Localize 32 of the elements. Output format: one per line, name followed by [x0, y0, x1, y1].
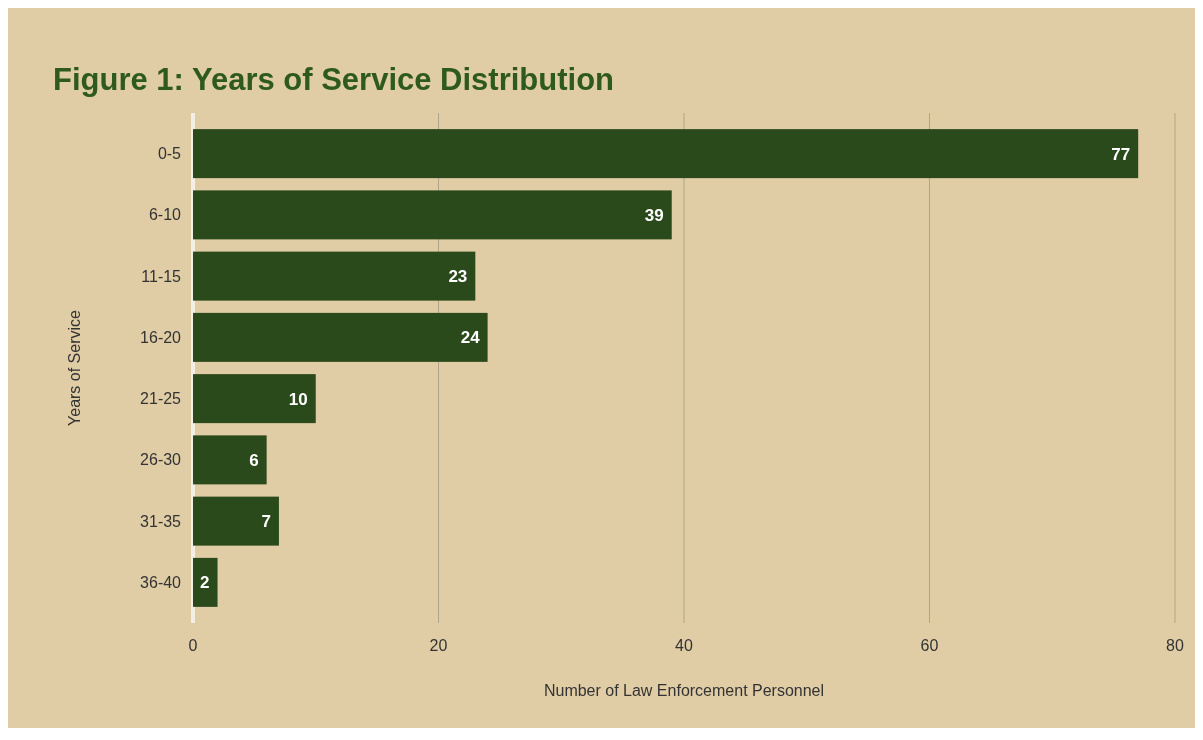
- data-label: 10: [288, 389, 308, 409]
- bar: [193, 312, 488, 362]
- x-tick-label: 80: [1166, 637, 1184, 654]
- data-label: 2: [200, 573, 210, 593]
- bar: [193, 129, 1139, 179]
- bar: [193, 251, 476, 301]
- data-label: 6: [249, 450, 259, 470]
- data-label: 77: [1111, 144, 1131, 164]
- bar: [193, 557, 218, 607]
- bar: [193, 435, 267, 485]
- data-label: 23: [448, 267, 468, 287]
- data-label: 24: [460, 328, 481, 348]
- bar: [193, 190, 672, 240]
- x-tick-label: 0: [188, 637, 198, 654]
- y-tick-label: 31-35: [140, 512, 182, 530]
- data-label: 7: [261, 512, 271, 532]
- y-tick-label: 11-15: [141, 267, 182, 285]
- y-tick-label: 6-10: [148, 206, 182, 224]
- y-tick-label: 21-25: [140, 390, 182, 408]
- bar: [193, 374, 316, 424]
- y-tick-label: 0-5: [157, 145, 182, 163]
- y-tick-label: 26-30: [140, 451, 182, 469]
- bar: [193, 496, 279, 546]
- y-tick-label: 16-20: [140, 328, 182, 346]
- y-axis-title: Years of Service: [66, 309, 83, 426]
- x-tick-label: 40: [675, 637, 693, 654]
- chart-title: Figure 1: Years of Service Distribution: [53, 62, 615, 97]
- y-tick-label: 36-40: [140, 573, 182, 591]
- x-axis-title: Number of Law Enforcement Personnel: [543, 682, 825, 699]
- x-tick-label: 60: [920, 637, 939, 654]
- data-label: 39: [644, 205, 664, 225]
- x-tick-label: 20: [429, 637, 448, 654]
